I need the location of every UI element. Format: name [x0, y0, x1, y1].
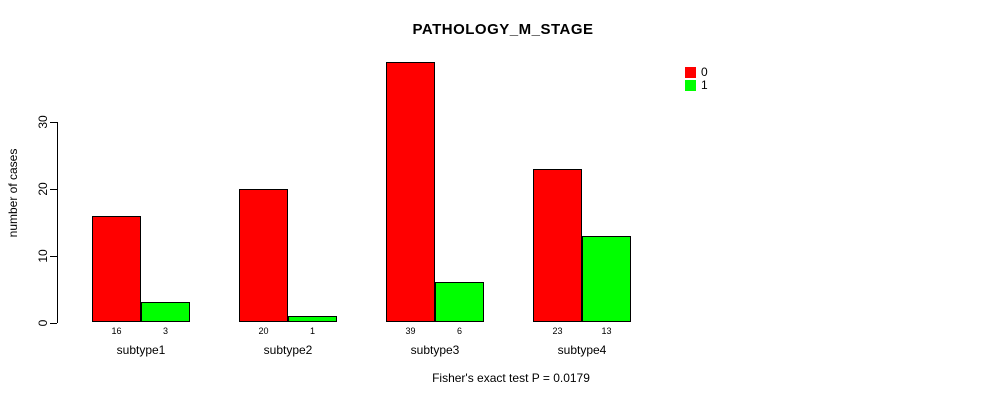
- legend: 0 1: [685, 66, 708, 92]
- y-axis-tick-label-30: 30: [36, 115, 50, 129]
- bar-value-label-subtype3-0: 39: [405, 326, 416, 336]
- bar-value-label-subtype2-1: 1: [309, 326, 315, 336]
- bar-subtype3-1: [435, 282, 484, 323]
- y-axis-tick-20: [50, 188, 57, 190]
- y-axis-tick-0: [50, 322, 57, 324]
- y-axis-tick-label-20: 20: [36, 182, 50, 196]
- y-axis-tick-30: [50, 122, 57, 123]
- legend-item-1: 1: [685, 79, 708, 92]
- legend-label-1: 1: [701, 78, 708, 92]
- legend-swatch-green: [685, 80, 696, 91]
- bar-value-label-subtype2-0: 20: [258, 326, 269, 336]
- x-axis-label-subtype3: subtype3: [410, 343, 460, 357]
- bar-subtype3-0: [386, 61, 435, 323]
- bar-value-label-subtype1-0: 16: [111, 326, 122, 336]
- legend-swatch-red: [685, 67, 696, 78]
- y-axis-line: [57, 122, 58, 323]
- bar-subtype4-0: [533, 168, 582, 323]
- bar-subtype2-0: [239, 188, 288, 323]
- legend-label-0: 0: [701, 65, 708, 79]
- bar-value-label-subtype3-1: 6: [456, 326, 462, 336]
- y-axis-tick-label-0: 0: [36, 319, 50, 326]
- bar-subtype2-1: [288, 315, 337, 323]
- bar-value-label-subtype4-0: 23: [552, 326, 563, 336]
- chart-title: PATHOLOGY_M_STAGE: [412, 21, 594, 38]
- bar-subtype1-0: [92, 215, 141, 323]
- y-axis-tick-label-10: 10: [36, 248, 50, 263]
- y-axis-title: number of cases: [6, 148, 20, 238]
- bar-subtype1-1: [141, 302, 190, 323]
- legend-item-0: 0: [685, 66, 708, 79]
- x-axis-label-subtype4: subtype4: [557, 343, 607, 357]
- bar-subtype4-1: [582, 235, 631, 323]
- y-axis-tick-10: [50, 255, 57, 257]
- annotation-fisher-test: Fisher's exact test P = 0.0179: [432, 371, 590, 385]
- bar-value-label-subtype4-1: 13: [601, 326, 612, 336]
- x-axis-label-subtype2: subtype2: [263, 343, 313, 357]
- bar-value-label-subtype1-1: 3: [162, 326, 168, 336]
- x-axis-label-subtype1: subtype1: [116, 343, 166, 357]
